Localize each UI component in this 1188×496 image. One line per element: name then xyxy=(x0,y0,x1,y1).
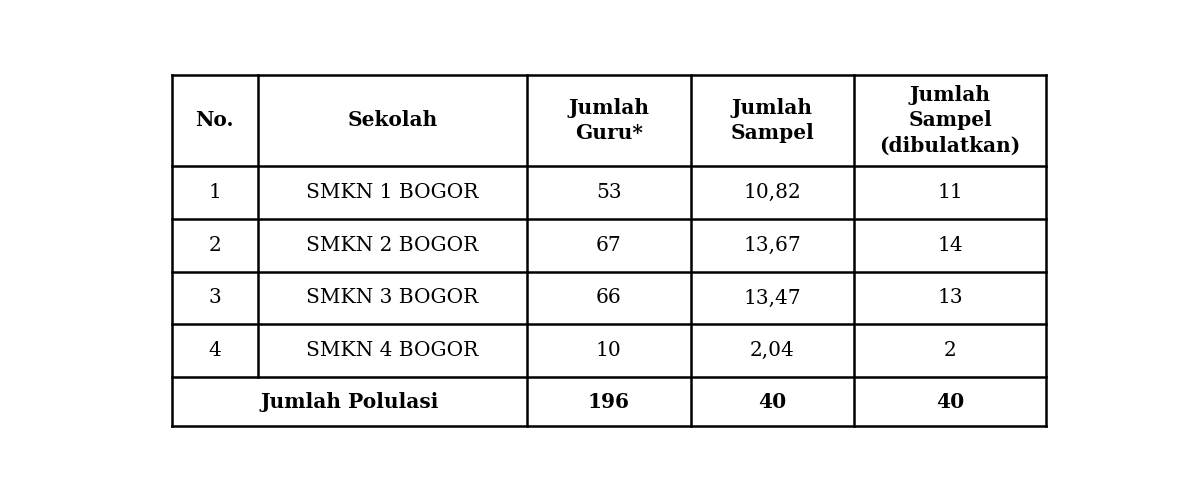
Text: 13: 13 xyxy=(937,288,963,308)
Text: 1: 1 xyxy=(208,183,221,202)
Text: Jumlah
Sampel
(dibulatkan): Jumlah Sampel (dibulatkan) xyxy=(879,85,1020,156)
Text: SMKN 2 BOGOR: SMKN 2 BOGOR xyxy=(307,236,479,255)
Text: SMKN 3 BOGOR: SMKN 3 BOGOR xyxy=(307,288,479,308)
Text: Jumlah Polulasi: Jumlah Polulasi xyxy=(260,391,438,412)
Text: 13,67: 13,67 xyxy=(744,236,801,255)
Text: SMKN 4 BOGOR: SMKN 4 BOGOR xyxy=(307,341,479,360)
Text: 10: 10 xyxy=(596,341,621,360)
Text: 11: 11 xyxy=(937,183,963,202)
Text: Jumlah
Sampel: Jumlah Sampel xyxy=(731,98,814,143)
Text: SMKN 1 BOGOR: SMKN 1 BOGOR xyxy=(307,183,479,202)
Text: 40: 40 xyxy=(758,391,786,412)
Text: 2: 2 xyxy=(943,341,956,360)
Text: 67: 67 xyxy=(596,236,621,255)
Text: 66: 66 xyxy=(596,288,621,308)
Text: 14: 14 xyxy=(937,236,963,255)
Text: Sekolah: Sekolah xyxy=(347,111,437,130)
Text: No.: No. xyxy=(196,111,234,130)
Text: 40: 40 xyxy=(936,391,965,412)
Text: 3: 3 xyxy=(208,288,221,308)
Text: 53: 53 xyxy=(596,183,621,202)
Text: 4: 4 xyxy=(208,341,221,360)
Text: 2,04: 2,04 xyxy=(750,341,795,360)
Text: 13,47: 13,47 xyxy=(744,288,801,308)
Text: 196: 196 xyxy=(588,391,630,412)
Text: 2: 2 xyxy=(208,236,221,255)
Text: 10,82: 10,82 xyxy=(744,183,801,202)
Text: Jumlah
Guru*: Jumlah Guru* xyxy=(568,98,650,143)
